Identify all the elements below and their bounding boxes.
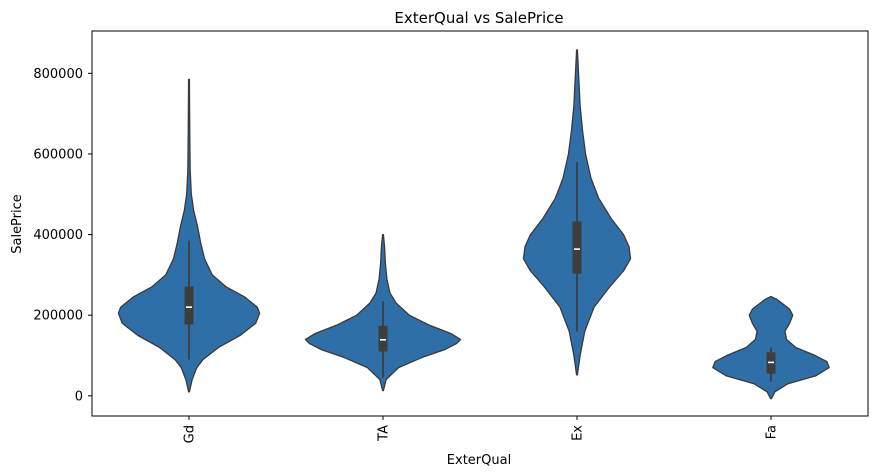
iqr-box-Ex (572, 221, 582, 274)
violin-Gd (117, 78, 261, 393)
x-tick-label: TA (377, 425, 392, 442)
iqr-box-Gd (184, 286, 194, 325)
y-tick-label: 400000 (33, 228, 83, 243)
x-axis-label: ExterQual (447, 453, 511, 468)
chart-title: ExterQual vs SalePrice (394, 9, 563, 27)
x-tick-label: Fa (765, 425, 780, 439)
plot-frame (91, 30, 869, 417)
x-tick-label: Ex (571, 425, 586, 441)
y-axis: 0 200000 400000 600000 800000 (33, 67, 92, 404)
y-tick-label: 800000 (33, 67, 83, 82)
y-tick-label: 600000 (33, 147, 83, 162)
x-tick-label: Gd (183, 425, 198, 443)
violins-layer (117, 49, 830, 400)
y-tick-label: 200000 (33, 309, 83, 324)
y-axis-label: SalePrice (10, 194, 25, 254)
iqr-box-TA (378, 325, 388, 352)
y-tick-label: 0 (75, 389, 83, 404)
x-axis: Gd TA Ex Fa (183, 416, 780, 443)
